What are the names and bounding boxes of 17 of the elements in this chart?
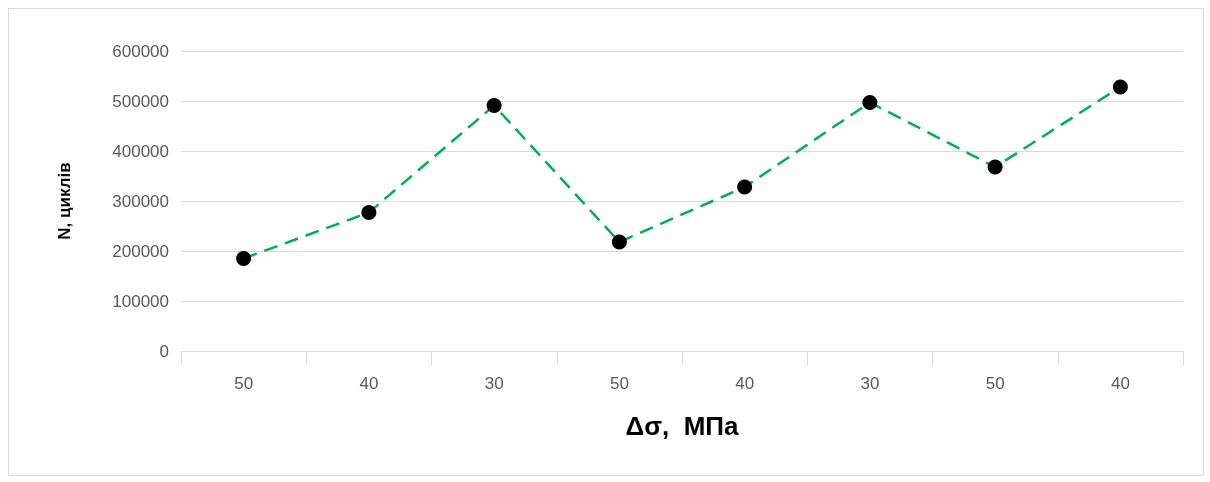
x-tick-label: 50 xyxy=(985,374,1005,393)
y-tick-label: 100000 xyxy=(112,291,169,311)
x-tick-label: 30 xyxy=(484,374,504,393)
y-tick-label: 500000 xyxy=(112,91,169,111)
x-tick-label: 40 xyxy=(735,374,755,393)
x-tick-label: 50 xyxy=(234,374,254,393)
x-axis-title: Δσ, МПа xyxy=(625,411,740,441)
x-tick-label: 50 xyxy=(609,374,629,393)
y-tick-label: 200000 xyxy=(112,241,169,261)
y-tick-label: 600000 xyxy=(112,41,169,61)
y-tick-label: 0 xyxy=(159,341,169,361)
x-tick-label: 40 xyxy=(359,374,379,393)
y-tick-label: 400000 xyxy=(112,141,169,161)
x-tick-label: 30 xyxy=(860,374,880,393)
x-tick-label: 40 xyxy=(1110,374,1130,393)
y-tick-label: 300000 xyxy=(112,191,169,211)
y-axis-title: N, циклів xyxy=(55,162,74,240)
